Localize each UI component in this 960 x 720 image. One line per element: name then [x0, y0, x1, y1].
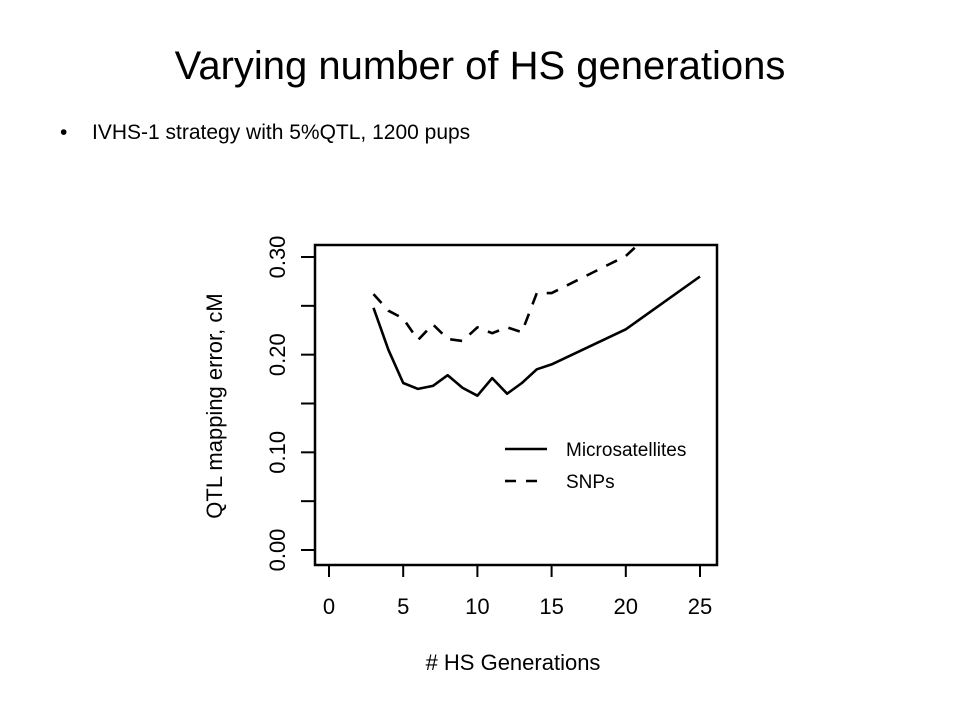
series-line-snps: [372, 245, 640, 343]
series-layer: [372, 245, 701, 398]
y-tick-label: 0.30: [265, 236, 290, 279]
bullet-marker: •: [60, 121, 68, 144]
bullet-text: IVHS-1 strategy with 5%QTL, 1200 pups: [92, 121, 471, 144]
legend-label-microsatellites: Microsatellites: [566, 440, 686, 461]
slide-title: Varying number of HS generations: [174, 44, 786, 88]
x-tick-label: 10: [465, 594, 489, 619]
legend: Microsatellites SNPs: [505, 440, 686, 493]
y-tick-label: 0.10: [265, 431, 290, 474]
x-axis: 0 5 10 15 20 25: [323, 564, 712, 619]
x-tick-label: 0: [323, 594, 335, 619]
x-tick-label: 25: [688, 594, 712, 619]
series-line-microsatellites: [372, 275, 701, 398]
x-tick-label: 5: [397, 594, 409, 619]
plot-frame: [313, 243, 719, 567]
bullet-item: • IVHS-1 strategy with 5%QTL, 1200 pups: [60, 118, 470, 148]
x-tick-label: 20: [614, 594, 638, 619]
y-tick-label: 0.20: [265, 333, 290, 376]
y-axis-label: QTL mapping error, cM: [202, 293, 227, 518]
x-tick-label: 15: [539, 594, 563, 619]
y-axis: 0.00 0.10 0.20 0.30: [265, 236, 316, 572]
x-axis-label: # HS Generations: [426, 650, 601, 675]
legend-label-snps: SNPs: [566, 472, 615, 493]
y-tick-label: 0.00: [265, 529, 290, 572]
